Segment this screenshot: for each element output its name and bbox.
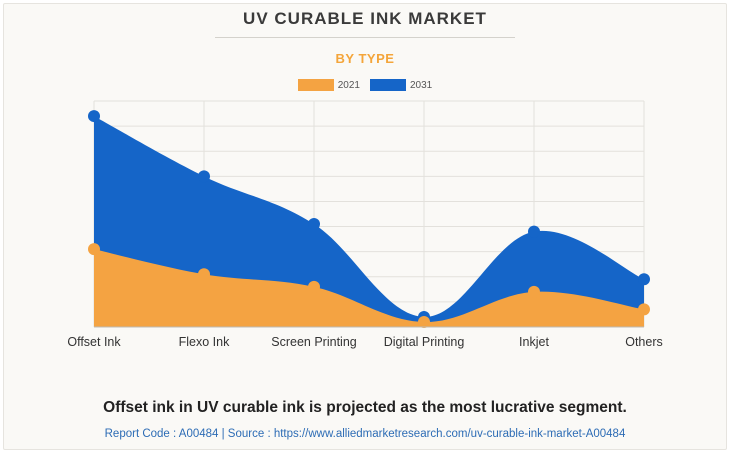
x-tick-label: Digital Printing bbox=[384, 335, 465, 349]
x-tick-label: Offset Ink bbox=[67, 335, 121, 349]
key-finding-text: Offset ink in UV curable ink is projecte… bbox=[103, 399, 627, 416]
legend-label-2031: 2031 bbox=[410, 79, 433, 91]
area-series-2031 bbox=[94, 116, 644, 327]
area-series-2021 bbox=[94, 249, 644, 327]
legend-item-2021[interactable]: 2021 bbox=[297, 79, 360, 91]
legend-label-2021: 2021 bbox=[337, 79, 360, 91]
data-point-2031-0 bbox=[88, 110, 100, 123]
data-point-2031-4 bbox=[528, 225, 540, 238]
x-tick-label: Screen Printing bbox=[271, 335, 357, 349]
x-tick-label: Flexo Ink bbox=[179, 335, 230, 349]
data-point-2021-1 bbox=[198, 268, 210, 281]
chart-title: UV CURABLE INK MARKET bbox=[243, 9, 487, 28]
data-point-2031-5 bbox=[638, 273, 650, 286]
legend-swatch-2021 bbox=[297, 79, 334, 91]
data-point-2021-5 bbox=[638, 303, 650, 316]
data-point-2021-0 bbox=[88, 243, 100, 256]
chart-legend: 2021 2031 bbox=[0, 79, 730, 91]
legend-swatch-2031 bbox=[370, 79, 406, 91]
data-point-2031-1 bbox=[198, 170, 210, 183]
source-footer: Report Code : A00484 | Source : https://… bbox=[104, 428, 626, 440]
legend-item-2031[interactable]: 2031 bbox=[370, 79, 432, 91]
chart-subtitle: BY TYPE bbox=[335, 51, 395, 66]
title-divider bbox=[215, 37, 515, 38]
x-tick-label: Inkjet bbox=[519, 335, 549, 349]
data-point-2031-2 bbox=[308, 218, 320, 231]
data-point-2021-2 bbox=[308, 280, 320, 293]
data-point-2021-3 bbox=[418, 315, 430, 328]
x-tick-label: Others bbox=[625, 335, 663, 349]
data-point-2021-4 bbox=[528, 285, 540, 298]
